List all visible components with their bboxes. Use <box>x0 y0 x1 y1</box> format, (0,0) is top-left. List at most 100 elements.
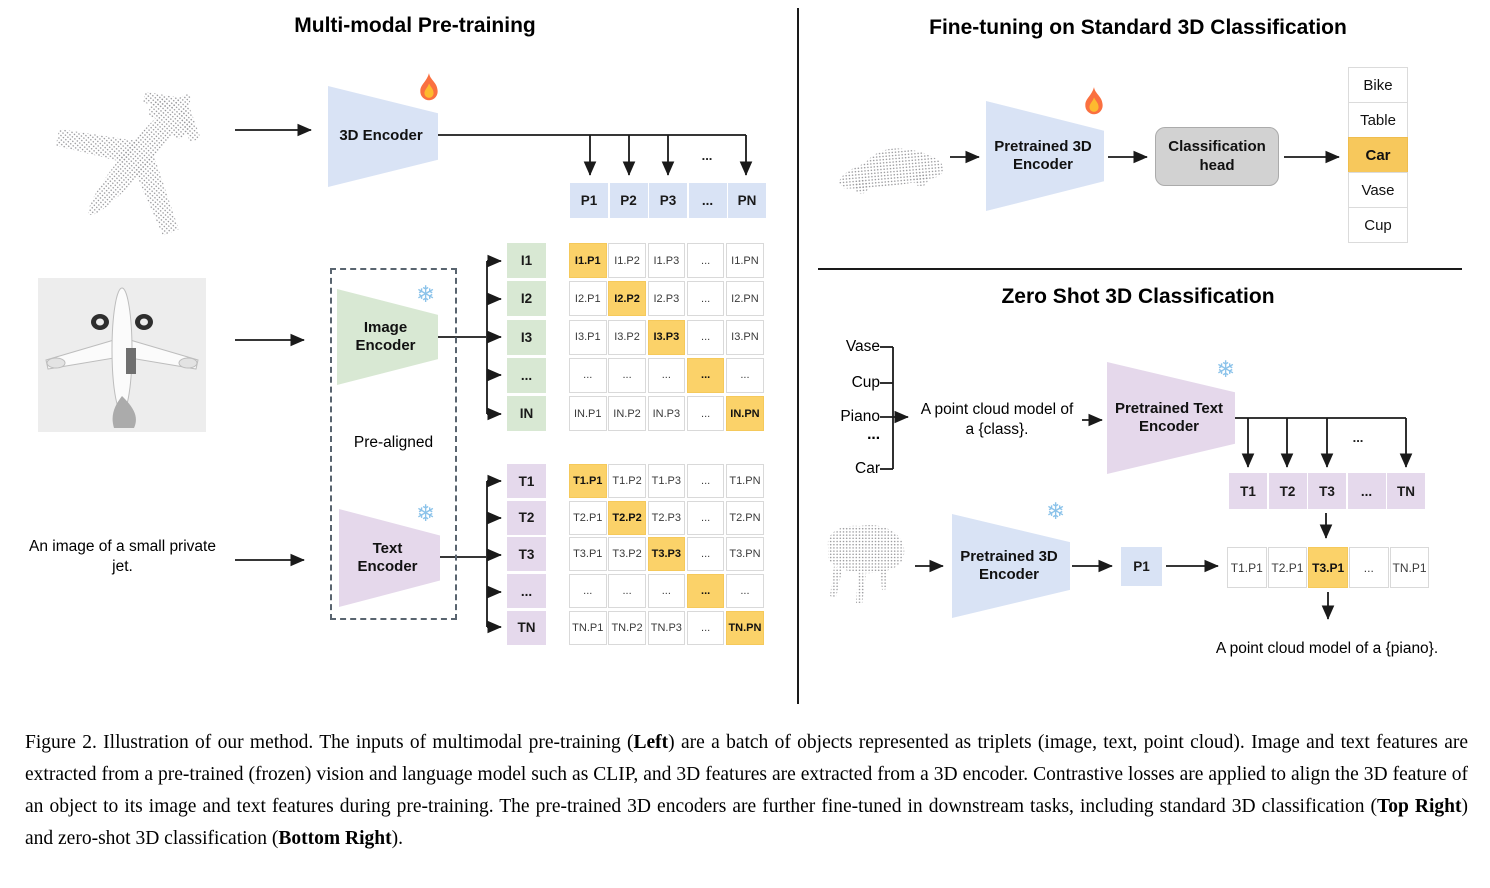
zs-pretrained-3d-encoder-label: Pretrained 3D Encoder <box>960 547 1058 583</box>
snowflake-icon: ❄ <box>1046 498 1066 524</box>
matrix-cell: ... <box>686 281 725 317</box>
matrix-cell: T1.P3 <box>647 464 686 498</box>
snowflake-icon: ❄ <box>1216 356 1236 382</box>
zs-class-car: Car <box>855 460 880 477</box>
matrix-cell: ... <box>608 574 646 609</box>
image-caption-text: An image of a small private jet. <box>29 538 216 575</box>
caption-segment: ) are a batch of objects represented as … <box>25 732 1468 817</box>
text-point-similarity-matrix: T1.P1 T1.P2 T1.P3... T1.PN T2.P1 T2.P2 T2.P3..… <box>569 464 764 645</box>
pre-aligned-label: Pre-aligned <box>353 434 434 451</box>
matrix-cell: ... <box>647 357 686 393</box>
classification-head-label: Classification head <box>1168 137 1266 174</box>
zs-result-text: A point cloud model of a {piano}. <box>1215 640 1439 657</box>
matrix-cell: IN.PN <box>726 396 764 432</box>
caption-segment: Figure 2. Illustration of our method. Th… <box>25 732 634 753</box>
t-cell: T2 <box>507 500 546 535</box>
matrix-cell: TN.P3 <box>647 610 686 645</box>
matrix-cell: ... <box>569 574 607 609</box>
matrix-cell: I2.PN <box>726 281 764 317</box>
class-item: Bike <box>1348 67 1408 103</box>
zs-class-vase: Vase <box>845 338 880 355</box>
matrix-cell: I3.PN <box>726 319 764 355</box>
prompt-text: A point cloud model of a {class}. <box>913 400 1081 440</box>
matrix-cell: IN.P2 <box>608 396 646 432</box>
zs-class-ellipsis: ... <box>867 426 880 443</box>
matrix-cell: I3.P1 <box>569 319 607 355</box>
airplane-point-cloud <box>55 91 201 236</box>
p-row-ellipsis: ... <box>701 148 713 163</box>
matrix-cell: T3.P1 <box>569 537 607 572</box>
similarity-cell: ... <box>1349 547 1389 588</box>
t-cell: TN <box>507 610 546 645</box>
matrix-cell: T1.P2 <box>608 464 646 498</box>
matrix-cell: ... <box>686 500 725 535</box>
image-point-similarity-matrix: I1.P1 I1.P2 I1.P3... I1.PN I2.P1 I2.P2 I2.P3..… <box>569 243 764 432</box>
text-feature-column: T1 T2 T3... TN <box>507 464 546 645</box>
matrix-cell: ... <box>686 610 725 645</box>
p-cell: P1 <box>570 183 608 218</box>
class-item: Vase <box>1348 172 1408 208</box>
airplane-image <box>38 278 206 432</box>
snowflake-icon: ❄ <box>416 281 436 307</box>
finetuning-title: Fine-tuning on Standard 3D Classificatio… <box>929 16 1347 39</box>
matrix-cell: T1.PN <box>726 464 764 498</box>
prompt-line-2: a {class}. <box>965 421 1029 438</box>
caption-bold-segment: Left <box>633 732 669 753</box>
p-cell: P2 <box>609 183 648 218</box>
matrix-cell: T3.P3 <box>647 537 686 572</box>
t-cell: T1 <box>1229 473 1267 509</box>
matrix-cell: ... <box>726 574 764 609</box>
matrix-cell: T3.P2 <box>608 537 646 572</box>
t-cell: T2 <box>1268 473 1307 509</box>
matrix-cell: TN.P2 <box>608 610 646 645</box>
i-cell: I3 <box>507 319 546 355</box>
t-cell: ... <box>1347 473 1386 509</box>
similarity-cell: TN.P1 <box>1389 547 1430 588</box>
matrix-cell: I1.P3 <box>647 243 686 278</box>
caption-segment: ). <box>391 828 403 849</box>
matrix-cell: ... <box>686 537 725 572</box>
t-cell: TN <box>1387 473 1425 509</box>
pretrained-3d-encoder-label: Pretrained 3D Encoder <box>994 137 1092 173</box>
matrix-cell: T1.P1 <box>569 464 607 498</box>
matrix-cell: ... <box>686 464 725 498</box>
t-cell: T3 <box>507 537 546 572</box>
t-cell: T3 <box>1308 473 1346 509</box>
matrix-cell: I3.P2 <box>608 319 646 355</box>
matrix-cell: ... <box>686 357 725 393</box>
p-feature-row: P1 P2 P3... PN <box>570 183 766 218</box>
matrix-cell: I3.P3 <box>647 319 686 355</box>
t-cell: ... <box>507 574 546 609</box>
pretrained-text-encoder-label: Pretrained Text Encoder <box>1114 399 1224 435</box>
matrix-cell: ... <box>726 357 764 393</box>
class-prediction-list: Bike Table Car Vase Cup <box>1348 67 1408 243</box>
i-cell: I1 <box>507 243 546 278</box>
fire-icon <box>1085 87 1103 115</box>
matrix-cell: T2.P1 <box>569 500 607 535</box>
classification-head-block: Classification head <box>1155 127 1279 186</box>
3d-encoder-label: 3D Encoder <box>339 127 423 145</box>
zeroshot-title: Zero Shot 3D Classification <box>1001 285 1275 308</box>
matrix-cell: I2.P1 <box>569 281 607 317</box>
pre-aligned-box <box>330 268 457 620</box>
matrix-cell: I1.P2 <box>608 243 646 278</box>
matrix-cell: ... <box>686 319 725 355</box>
text-encoder-label: Text Encoder <box>357 539 418 575</box>
i-cell: I2 <box>507 281 546 317</box>
matrix-cell: T2.PN <box>726 500 764 535</box>
zs-class-cup: Cup <box>851 374 880 391</box>
t-cell: T1 <box>507 464 546 498</box>
matrix-cell: ... <box>569 357 607 393</box>
class-item: Cup <box>1348 207 1408 243</box>
piano-point-cloud <box>827 525 905 605</box>
similarity-cell: T3.P1 <box>1308 547 1348 588</box>
similarity-cell: T1.P1 <box>1227 547 1267 588</box>
zs-pretrained-3d-encoder-block: Pretrained 3D Encoder <box>952 514 1070 618</box>
p1-cell: P1 <box>1121 547 1162 586</box>
image-encoder-label: Image Encoder <box>355 318 416 354</box>
prompt-line-1: A point cloud model of <box>920 401 1074 418</box>
class-item: Car <box>1348 137 1408 173</box>
matrix-cell: TN.P1 <box>569 610 607 645</box>
class-item: Table <box>1348 102 1408 138</box>
